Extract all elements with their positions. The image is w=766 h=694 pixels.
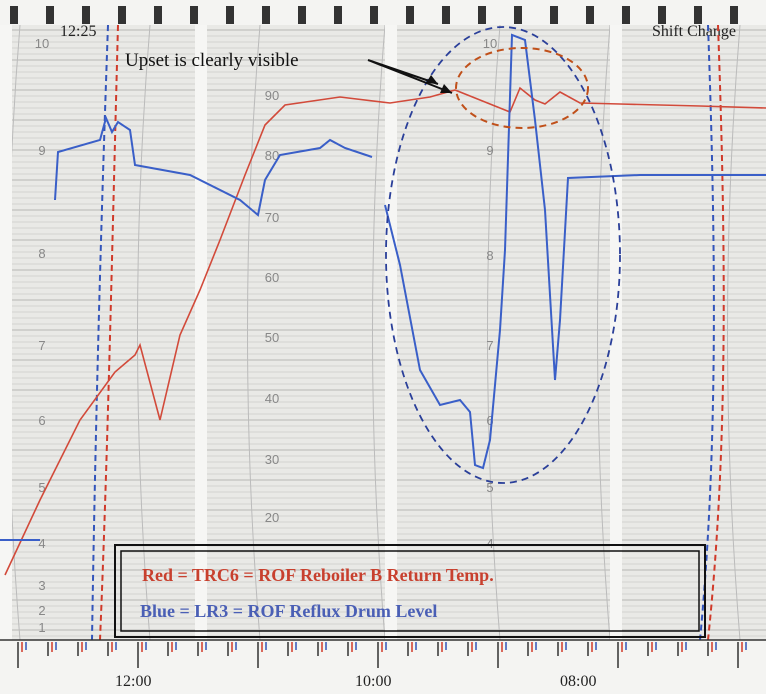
sprocket-hole [334,6,342,24]
sprocket-hole [694,6,702,24]
sprocket-holes [10,6,738,24]
scale-label: 30 [265,452,279,467]
sprocket-hole [730,6,738,24]
scale-label: 7 [38,338,45,353]
scale-label: 3 [38,578,45,593]
legend-blue: Blue = LR3 = ROF Reflux Drum Level [140,601,437,621]
shift-change: Shift Change [652,23,736,40]
scale-label: 7 [486,338,493,353]
sprocket-hole [190,6,198,24]
scale-label: 10 [35,36,49,51]
sprocket-hole [118,6,126,24]
scale-label: 8 [38,246,45,261]
scale-label: 6 [38,413,45,428]
sprocket-hole [586,6,594,24]
scale-label: 2 [38,603,45,618]
top-time: 12:25 [60,23,96,40]
sprocket-hole [550,6,558,24]
annotation: Upset is clearly visible [125,50,299,71]
sprocket-hole [82,6,90,24]
paper-band [0,25,12,640]
sprocket-hole [154,6,162,24]
scale-label: 8 [486,248,493,263]
scale-label: 10 [483,36,497,51]
sprocket-hole [370,6,378,24]
legend-red: Red = TRC6 = ROF Reboiler B Return Temp. [142,565,494,585]
sprocket-hole [442,6,450,24]
scale-label: 4 [486,536,493,551]
sprocket-hole [622,6,630,24]
sprocket-hole [262,6,270,24]
scale-label: 70 [265,210,279,225]
paper-band [385,25,397,640]
sprocket-hole [406,6,414,24]
scale-label: 40 [265,391,279,406]
scale-label: 60 [265,270,279,285]
paper-band [610,25,622,640]
scale-label: 4 [38,536,45,551]
scale-label: 5 [38,480,45,495]
time-label: 10:00 [355,673,391,690]
time-label: 08:00 [560,673,596,690]
sprocket-hole [478,6,486,24]
scale-label: 50 [265,330,279,345]
scale-label: 90 [265,88,279,103]
sprocket-hole [46,6,54,24]
scale-label: 9 [38,143,45,158]
scale-label: 1 [38,620,45,635]
sprocket-hole [298,6,306,24]
sprocket-hole [658,6,666,24]
sprocket-hole [10,6,18,24]
sprocket-hole [514,6,522,24]
strip-chart-photo: 12:25 Shift Change 109876543219080706050… [0,0,766,694]
time-label: 12:00 [115,673,151,690]
sprocket-hole [226,6,234,24]
scale-label: 9 [486,143,493,158]
scale-label: 20 [265,510,279,525]
paper-band [195,25,207,640]
